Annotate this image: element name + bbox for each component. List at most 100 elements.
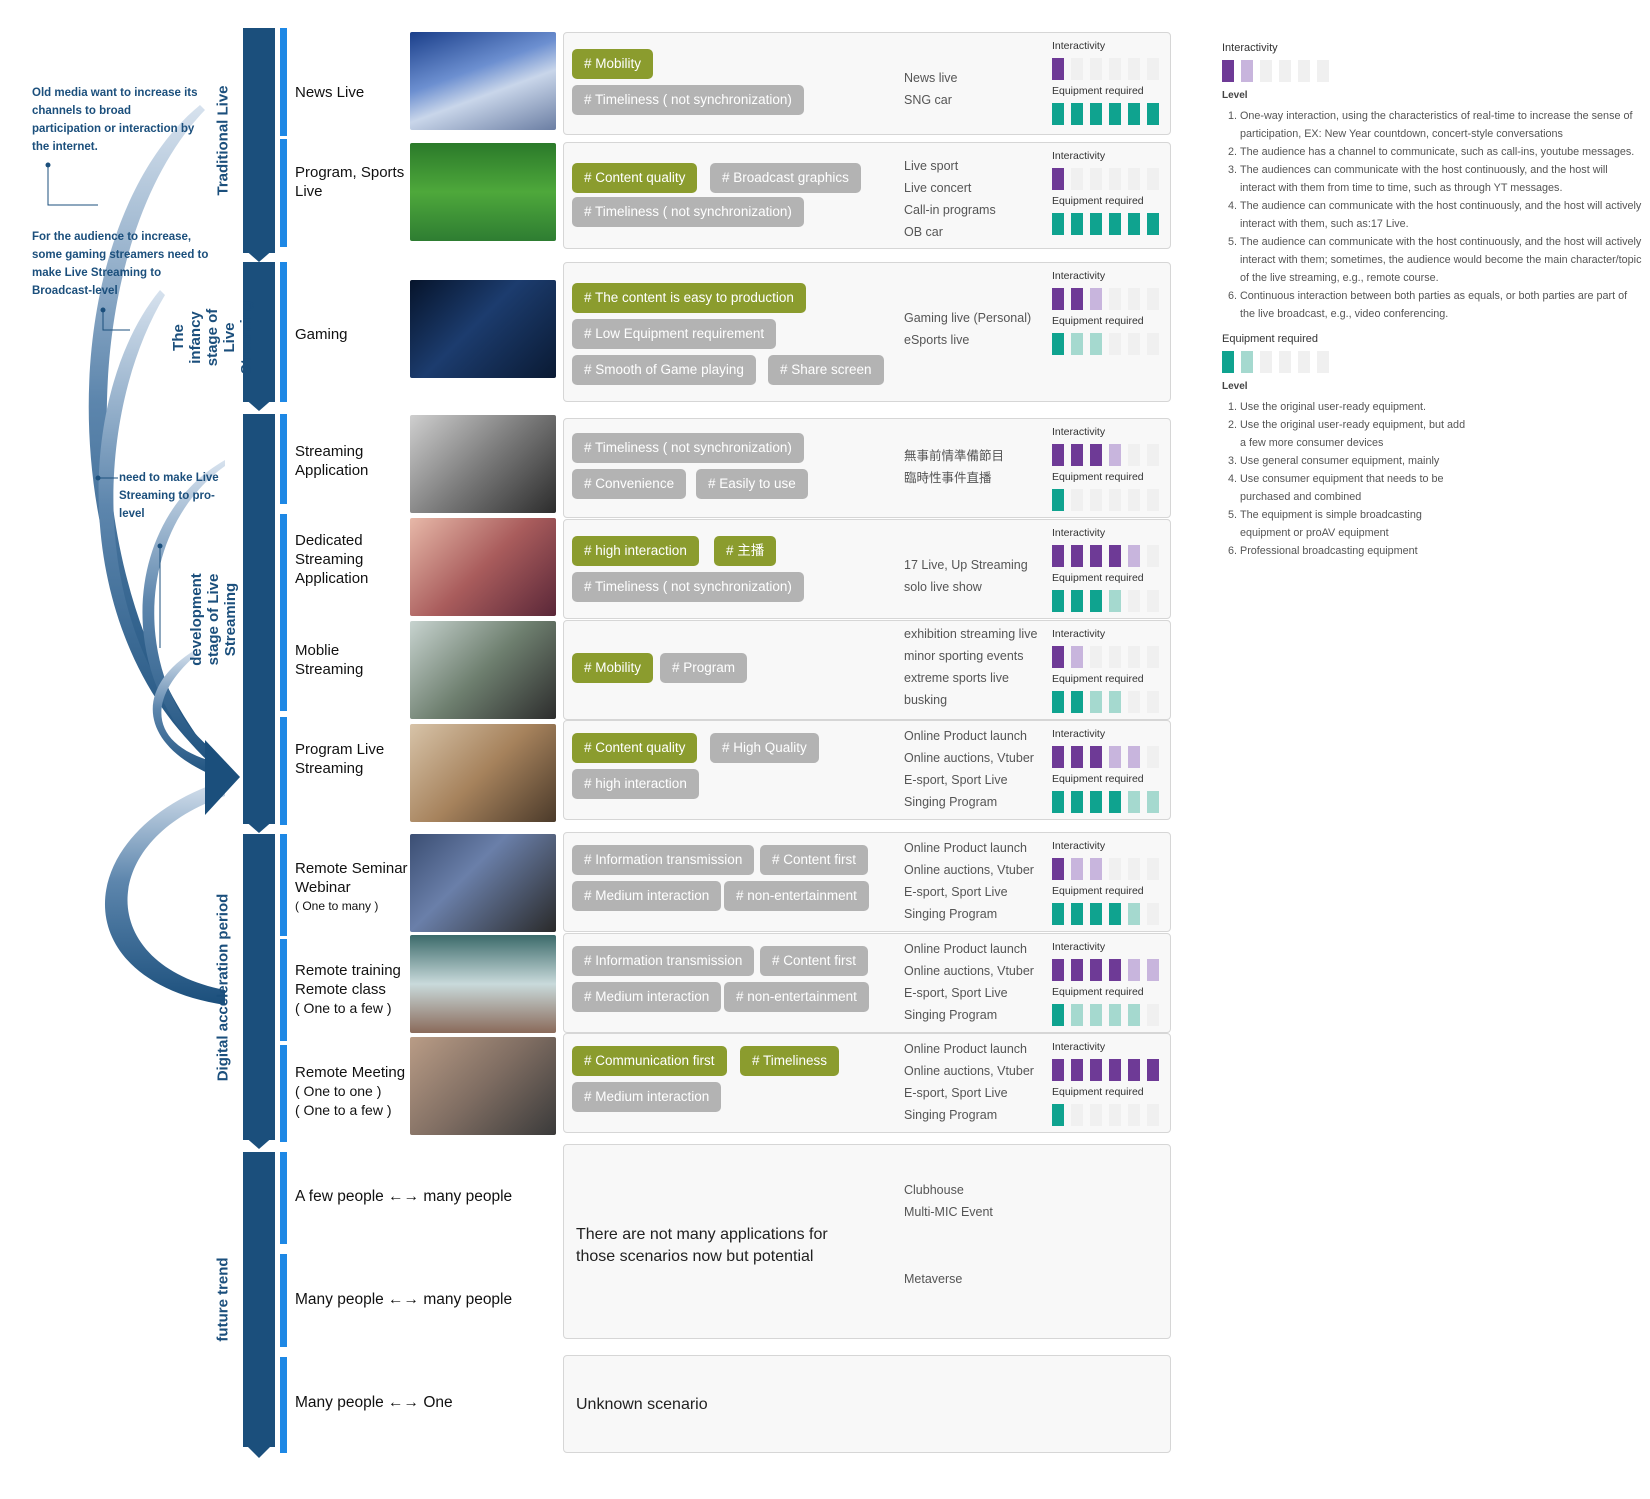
example-text: Live concert bbox=[904, 181, 972, 195]
interactivity-segment bbox=[1052, 858, 1064, 880]
future-card-unknown: Unknown scenario bbox=[563, 1355, 1171, 1453]
equipment-label: Equipment required bbox=[1052, 885, 1144, 897]
example-text: minor sporting events bbox=[904, 649, 1024, 663]
equipment-segment bbox=[1071, 1004, 1083, 1026]
row-title: Program Live Streaming bbox=[295, 741, 385, 777]
phase-arrow-infancy bbox=[243, 397, 275, 411]
example-text: busking bbox=[904, 693, 948, 707]
example-text: Online auctions, Vtuber bbox=[904, 1064, 1034, 1078]
row-bar-future-1 bbox=[280, 1152, 287, 1244]
equipment-segment bbox=[1090, 1004, 1102, 1026]
legend-equipment-item: Professional broadcasting equipment bbox=[1240, 542, 1470, 560]
equipment-segment bbox=[1071, 691, 1083, 713]
rating-meter: Interactivity Equipment required bbox=[1052, 839, 1164, 929]
equipment-segment bbox=[1128, 1004, 1140, 1026]
rating-meter: Interactivity Equipment required bbox=[1052, 727, 1164, 817]
equipment-segment bbox=[1052, 691, 1064, 713]
interactivity-segment bbox=[1147, 168, 1159, 190]
equipment-segment bbox=[1052, 590, 1064, 612]
example-text: Online Product launch bbox=[904, 1042, 1027, 1056]
row-bar-future-2 bbox=[280, 1254, 287, 1347]
future-row-1-label: A few people ←→ many people bbox=[295, 1188, 513, 1205]
equipment-segment bbox=[1147, 903, 1159, 925]
legend-equipment-item: Use consumer equipment that needs to be … bbox=[1240, 470, 1470, 506]
interactivity-segment bbox=[1052, 746, 1064, 768]
tag-chip: Timeliness ( not synchronization) bbox=[572, 197, 804, 227]
equipment-segment bbox=[1147, 1104, 1159, 1126]
tag-chip: Program bbox=[660, 653, 748, 683]
rating-meter: Interactivity Equipment required bbox=[1052, 269, 1164, 359]
interactivity-bar bbox=[1052, 444, 1164, 466]
row-title: News Live bbox=[295, 84, 365, 101]
example-text: Live sport bbox=[904, 159, 959, 173]
interactivity-segment bbox=[1109, 168, 1121, 190]
equipment-label: Equipment required bbox=[1052, 673, 1144, 685]
equipment-label: Equipment required bbox=[1052, 85, 1144, 97]
interactivity-bar bbox=[1052, 288, 1164, 310]
tag-chip: high interaction bbox=[572, 536, 699, 566]
interactivity-segment bbox=[1147, 646, 1159, 668]
future-example-3: Metaverse bbox=[904, 1272, 963, 1286]
interactivity-segment bbox=[1147, 545, 1159, 567]
tag-chip: Mobility bbox=[572, 49, 654, 79]
equipment-segment bbox=[1128, 333, 1140, 355]
equipment-segment bbox=[1128, 103, 1140, 125]
tag-chip: Content first bbox=[760, 946, 869, 976]
interactivity-label: Interactivity bbox=[1052, 628, 1106, 640]
phase-label-infancy: The infancy stage of Live Streaming bbox=[170, 300, 256, 374]
row-title: Dedicated Streaming Application bbox=[295, 532, 369, 587]
rating-meter: Interactivity Equipment required bbox=[1052, 425, 1164, 515]
interactivity-segment bbox=[1109, 646, 1121, 668]
interactivity-segment bbox=[1052, 959, 1064, 981]
interactivity-segment bbox=[1147, 858, 1159, 880]
interactivity-segment bbox=[1128, 646, 1140, 668]
interactivity-label: Interactivity bbox=[1052, 840, 1106, 852]
row-thumbnail bbox=[410, 935, 556, 1033]
equipment-segment bbox=[1128, 691, 1140, 713]
tag-chip: Easily to use bbox=[696, 469, 808, 499]
equipment-segment bbox=[1052, 333, 1064, 355]
example-text: Singing Program bbox=[904, 1108, 998, 1122]
example-text: eSports live bbox=[904, 333, 970, 347]
row-title: Program, Sports Live bbox=[295, 164, 405, 200]
row-label: Program Live Streaming bbox=[295, 740, 410, 778]
example-text: Online Product launch bbox=[904, 942, 1027, 956]
row-title: Moblie Streaming bbox=[295, 642, 364, 678]
row-subtitle: ( One to one ) ( One to a few ) bbox=[295, 1083, 392, 1118]
row-card: Mobility Timeliness ( not synchronization… bbox=[563, 32, 1171, 135]
tag-chip: Medium interaction bbox=[572, 982, 722, 1012]
example-text: Online Product launch bbox=[904, 729, 1027, 743]
interactivity-segment bbox=[1109, 444, 1121, 466]
row-thumbnail bbox=[410, 143, 556, 241]
interactivity-segment bbox=[1147, 288, 1159, 310]
rating-meter: Interactivity Equipment required bbox=[1052, 627, 1164, 717]
rating-meter: Interactivity Equipment required bbox=[1052, 39, 1164, 129]
tag-chip: high interaction bbox=[572, 769, 699, 799]
legend-equipment-title: Equipment required bbox=[1222, 333, 1319, 345]
equipment-segment bbox=[1109, 333, 1121, 355]
equipment-segment bbox=[1109, 489, 1121, 511]
example-text: E-sport, Sport Live bbox=[904, 885, 1008, 899]
phase-arrow-traditional bbox=[243, 248, 275, 262]
row-label: Dedicated Streaming Application bbox=[295, 531, 410, 588]
phase-label-digital: Digital acceleration period bbox=[214, 893, 232, 1081]
future-card-potential: There are not many applications for thos… bbox=[563, 1144, 1171, 1339]
example-text: Singing Program bbox=[904, 907, 998, 921]
tag-chip: Timeliness bbox=[740, 1046, 840, 1076]
equipment-segment bbox=[1052, 1004, 1064, 1026]
row-title: Remote training Remote class bbox=[295, 962, 401, 998]
example-text: Online auctions, Vtuber bbox=[904, 863, 1034, 877]
interactivity-segment bbox=[1090, 545, 1102, 567]
equipment-label: Equipment required bbox=[1052, 195, 1144, 207]
row-card: Information transmissionContent first Med… bbox=[563, 933, 1171, 1033]
interactivity-segment bbox=[1052, 168, 1064, 190]
tag-chip: non-entertainment bbox=[724, 881, 869, 911]
interactivity-segment bbox=[1071, 288, 1083, 310]
row-subtitle: ( One to a few ) bbox=[295, 1000, 392, 1016]
equipment-segment bbox=[1147, 333, 1159, 355]
equipment-segment bbox=[1147, 489, 1159, 511]
equipment-segment bbox=[1147, 213, 1159, 235]
interactivity-segment bbox=[1090, 168, 1102, 190]
phase-label-traditional: Traditional Live bbox=[214, 85, 232, 196]
equipment-segment bbox=[1090, 903, 1102, 925]
